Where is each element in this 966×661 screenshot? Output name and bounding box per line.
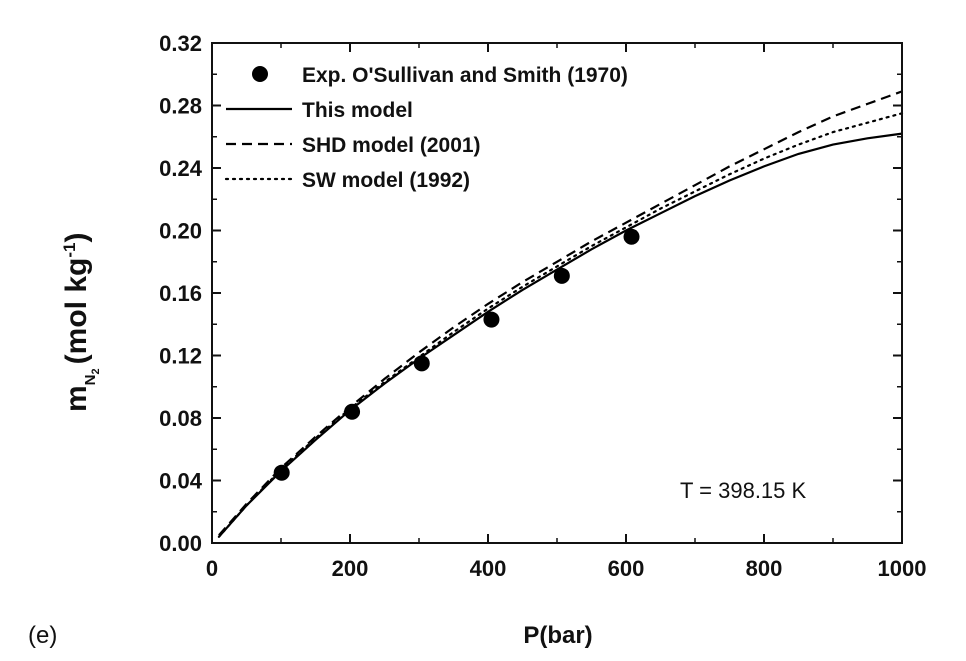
series-line-dashed	[218, 90, 903, 536]
x-tick-label: 800	[746, 556, 783, 581]
data-point	[273, 464, 290, 481]
y-tick-label: 0.12	[159, 344, 202, 369]
data-point	[413, 355, 430, 372]
y-axis-title-sub: N	[82, 374, 99, 385]
x-axis-title: P(bar)	[523, 622, 592, 649]
legend-entry-label: This model	[302, 99, 413, 122]
y-axis-title-main: m	[60, 385, 93, 412]
temperature-annotation: T = 398.15 K	[680, 478, 807, 503]
y-tick-label: 0.04	[159, 469, 203, 494]
y-tick-label: 0.16	[159, 281, 202, 306]
data-point	[483, 311, 500, 328]
y-axis-title: mN2 (mol kg-1)	[60, 233, 102, 412]
x-tick-label: 600	[608, 556, 645, 581]
y-tick-label: 0.20	[159, 219, 202, 244]
y-tick-label: 0.24	[159, 156, 203, 181]
tick-labels: 0 200 400 600 800 1000 0.00 0.04 0.08 0.12 0.16 0.2…	[159, 31, 926, 581]
panel-label: (e)	[28, 622, 57, 649]
svg-text:mN2(mol kg-1): mN2 (mol kg-1)	[60, 233, 102, 412]
y-axis-title-units-sup: -1	[60, 243, 79, 258]
y-tick-label: 0.00	[159, 531, 202, 556]
x-tick-label: 400	[470, 556, 507, 581]
x-tick-label: 0	[206, 556, 218, 581]
series-line-solid	[218, 132, 903, 538]
series-line-dotted	[217, 112, 904, 538]
data-point	[344, 403, 361, 420]
y-tick-label: 0.32	[159, 31, 202, 56]
y-axis-title-units-close: )	[60, 233, 93, 243]
legend-entry-label: SW model (1992)	[302, 169, 470, 192]
x-tick-label: 200	[332, 556, 369, 581]
legend-marker-circle	[252, 66, 268, 82]
plot-frame	[211, 42, 903, 544]
data-point	[623, 228, 640, 245]
legend-entry-label: SHD model (2001)	[302, 134, 481, 157]
y-tick-label: 0.28	[159, 94, 202, 119]
legend-entry-label: Exp. O'Sullivan and Smith (1970)	[302, 64, 628, 87]
x-tick-label: 1000	[878, 556, 927, 581]
y-axis-title-subsub: 2	[90, 368, 102, 374]
series-layer	[217, 90, 904, 538]
legend: Exp. O'Sullivan and Smith (1970) This mod…	[224, 64, 628, 192]
data-point	[553, 267, 570, 284]
y-axis-title-units: (mol kg	[60, 258, 93, 365]
y-tick-label: 0.08	[159, 406, 202, 431]
